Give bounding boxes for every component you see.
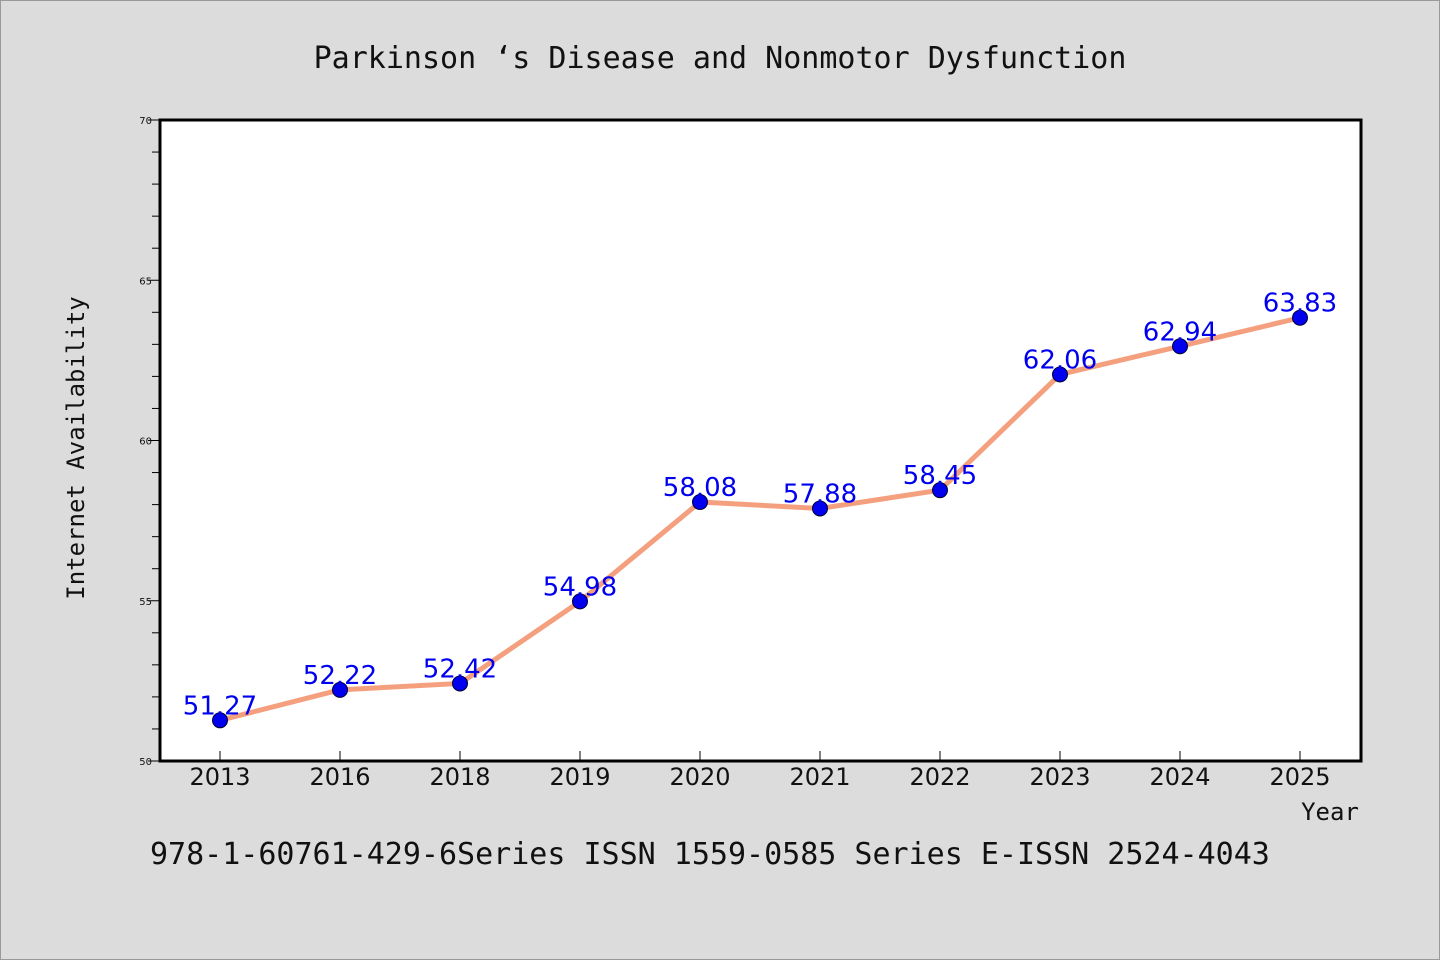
data-label: 62.06 <box>1023 345 1097 375</box>
data-point <box>812 500 828 517</box>
y-axis-label: Internet Availability <box>62 296 90 599</box>
data-label: 57.88 <box>783 479 857 509</box>
data-point <box>1052 366 1068 383</box>
series-line-group <box>217 315 1303 723</box>
x-tick-label: 2024 <box>1149 763 1210 791</box>
plot-area <box>160 120 1361 761</box>
x-tick-label: 2022 <box>909 763 970 791</box>
y-tick-label: 50 <box>139 757 152 768</box>
series-line <box>217 315 1303 723</box>
footer-text: 978-1-60761-429-6Series ISSN 1559-0585 S… <box>150 837 1270 872</box>
x-tick-label: 2025 <box>1269 763 1330 791</box>
x-tick-label: 2023 <box>1029 763 1090 791</box>
data-point <box>1292 309 1308 326</box>
x-tick-label: 2019 <box>549 763 610 791</box>
y-axis-ticks: 50 55 60 65 70 <box>139 116 160 768</box>
x-axis-label: Year <box>1301 798 1359 826</box>
x-tick-label: 2013 <box>189 763 250 791</box>
x-tick-label: 2016 <box>309 763 370 791</box>
data-point <box>932 482 948 499</box>
plot-frame <box>158 118 1363 763</box>
data-label: 58.45 <box>903 461 977 491</box>
y-tick-label: 70 <box>139 116 152 127</box>
data-label: 51.27 <box>183 691 257 721</box>
data-label: 62.94 <box>1143 317 1217 347</box>
x-tick-label: 2021 <box>789 763 850 791</box>
y-tick-label: 55 <box>139 597 152 608</box>
x-axis-ticks: 2013 2016 2018 2019 2020 2021 2022 2023 2024 2025 <box>189 751 1331 791</box>
y-tick-label: 65 <box>139 276 152 287</box>
x-tick-label: 2018 <box>429 763 490 791</box>
data-labels: 51.27 52.22 52.42 54.98 58.08 57.88 58.45 62.06… <box>183 289 1337 722</box>
data-label: 63.83 <box>1263 289 1337 319</box>
data-point <box>452 675 468 692</box>
data-point <box>332 681 348 698</box>
series-markers <box>212 309 1308 729</box>
data-point <box>212 712 228 729</box>
y-tick-label: 60 <box>139 437 152 448</box>
data-label: 54.98 <box>543 572 617 602</box>
data-label: 52.42 <box>423 654 497 684</box>
data-label: 58.08 <box>663 473 737 503</box>
data-point <box>692 494 708 511</box>
data-label: 52.22 <box>303 661 377 691</box>
chart-title: Parkinson ‘s Disease and Nonmotor Dysfun… <box>314 41 1127 76</box>
x-tick-label: 2020 <box>669 763 730 791</box>
data-point <box>1172 338 1188 355</box>
data-point <box>572 593 588 610</box>
